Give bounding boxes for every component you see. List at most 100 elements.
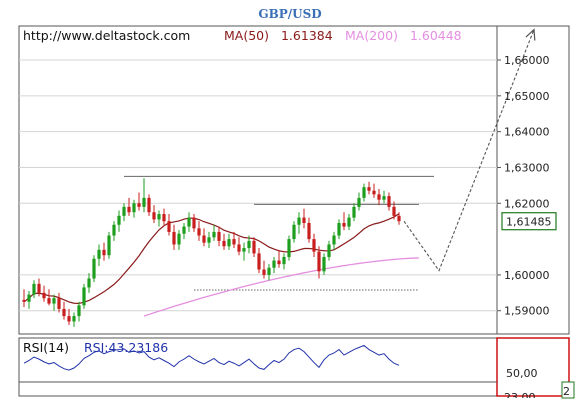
- candle: [252, 237, 256, 257]
- candle: [222, 233, 226, 250]
- candle: [372, 183, 376, 198]
- candle: [112, 221, 116, 241]
- rsi-label: RSI(14): [23, 340, 69, 355]
- candle: [37, 278, 41, 297]
- candle: [347, 214, 351, 231]
- candle-body: [257, 253, 261, 270]
- candle: [262, 260, 266, 279]
- candle-body: [312, 239, 316, 252]
- candle: [377, 188, 381, 206]
- candle: [217, 226, 221, 247]
- candle: [192, 214, 196, 232]
- candle: [82, 283, 86, 309]
- price-tick-label: 1,65000: [504, 90, 550, 103]
- candle-body: [107, 235, 111, 256]
- bottom-strip-marker: [561, 381, 575, 399]
- candle-body: [232, 239, 236, 245]
- candle-body: [72, 316, 76, 322]
- candle: [62, 301, 66, 320]
- candle: [342, 212, 346, 231]
- candle: [387, 192, 391, 211]
- rsi-line: [23, 344, 400, 371]
- ma50-series: [23, 213, 400, 305]
- candle-body: [322, 257, 326, 272]
- candles: [22, 178, 401, 327]
- candle: [297, 212, 301, 234]
- candle-body: [357, 197, 361, 207]
- candle-body: [397, 215, 401, 222]
- candle-body: [132, 203, 136, 213]
- candle: [242, 242, 246, 261]
- candle-body: [317, 251, 321, 272]
- candle: [227, 233, 231, 250]
- candle-body: [177, 233, 181, 245]
- candle: [317, 246, 321, 279]
- candle: [157, 210, 161, 227]
- candle-body: [367, 187, 371, 191]
- projection-arrow: [403, 28, 536, 272]
- candle: [357, 192, 361, 211]
- candle-body: [222, 240, 226, 247]
- candle: [322, 253, 326, 275]
- candle: [362, 183, 366, 202]
- bottom-scroll-strip: [0, 398, 581, 417]
- candle: [212, 224, 216, 241]
- candle-body: [392, 206, 396, 216]
- candle: [292, 221, 296, 243]
- candle-body: [97, 249, 101, 259]
- candle: [247, 235, 251, 254]
- candle-body: [62, 308, 66, 317]
- candle-body: [282, 257, 286, 265]
- candle: [87, 273, 91, 293]
- source-url: http://www.deltastock.com: [23, 28, 190, 43]
- candle: [332, 231, 336, 250]
- candle-body: [202, 235, 206, 243]
- candle-body: [362, 187, 366, 198]
- candle: [202, 228, 206, 247]
- candle: [187, 212, 191, 232]
- candle: [137, 192, 141, 211]
- candle: [47, 289, 51, 306]
- candle: [162, 208, 166, 225]
- candle: [67, 308, 71, 326]
- candle: [382, 190, 386, 204]
- price-tick-label: 1,63000: [504, 161, 550, 174]
- candle: [102, 242, 106, 261]
- candle: [117, 210, 121, 232]
- main-gridlines: [19, 59, 497, 312]
- ma200-value: 1.60448: [410, 28, 462, 43]
- candle-body: [227, 239, 231, 247]
- candle-body: [102, 249, 106, 256]
- ma200-label: MA(200): [345, 28, 398, 43]
- candle-body: [237, 244, 241, 252]
- candle: [122, 203, 126, 222]
- ma50-line: [23, 213, 400, 305]
- ma50-legend: MA(50) 1.61384: [224, 28, 333, 43]
- candle: [267, 264, 271, 281]
- candle: [97, 244, 101, 266]
- candle-body: [167, 221, 171, 232]
- candle-body: [147, 197, 151, 213]
- candle-body: [112, 224, 116, 236]
- candle: [182, 222, 186, 240]
- candle: [307, 217, 311, 243]
- candle-body: [277, 260, 281, 265]
- candle-body: [307, 222, 311, 240]
- candle: [107, 231, 111, 259]
- ma200-legend: MA(200) 1.60448: [345, 28, 462, 43]
- candle: [287, 235, 291, 261]
- candle-body: [327, 244, 331, 257]
- candle: [52, 294, 56, 311]
- candle-body: [372, 190, 376, 195]
- candle: [272, 257, 276, 274]
- candle: [177, 230, 181, 250]
- candle-body: [122, 206, 126, 216]
- candle-body: [82, 287, 86, 306]
- candle-body: [87, 278, 91, 288]
- price-axis-frame: [496, 25, 570, 335]
- projection-arrowhead: [525, 28, 536, 41]
- candle: [152, 205, 156, 223]
- candle-body: [272, 260, 276, 268]
- candle-body: [27, 294, 31, 302]
